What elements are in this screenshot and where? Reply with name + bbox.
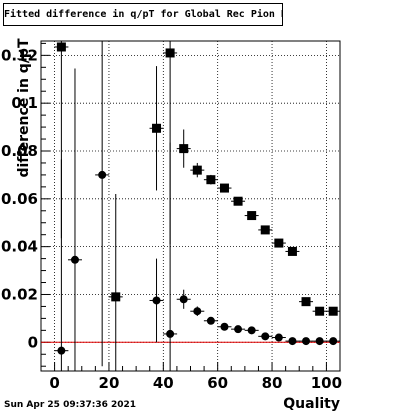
square-marker <box>274 238 284 248</box>
circle-marker <box>315 337 324 346</box>
circle-marker <box>98 170 107 179</box>
data-point <box>176 129 191 168</box>
circle-marker <box>247 326 256 335</box>
data-point <box>299 337 314 346</box>
square-marker <box>247 211 257 221</box>
x-tick-label: 20 <box>99 374 120 392</box>
x-tick-label: 0 <box>49 374 59 392</box>
data-point <box>285 337 300 346</box>
tick-labels: 0 20 40 60 80 100 0 0.02 0.04 0.06 0.08 0.1 0.12 <box>1 46 342 392</box>
square-marker <box>301 297 311 307</box>
square-marker <box>165 48 175 58</box>
y-tick-label: 0 <box>28 333 38 351</box>
grid <box>41 41 340 371</box>
y-tick-label: 0.1 <box>11 94 38 112</box>
y-tick-label: 0.12 <box>1 46 38 64</box>
circle-marker <box>274 333 283 342</box>
chart-title: Fitted difference in q/pT for Global Rec… <box>3 3 283 26</box>
data-point <box>190 162 205 178</box>
data-point <box>217 183 232 193</box>
data-point <box>285 246 300 256</box>
circle-marker <box>152 296 161 305</box>
square-marker <box>219 183 229 193</box>
y-tick-label: 0.06 <box>1 190 38 208</box>
data-point <box>108 194 123 371</box>
square-marker <box>206 175 216 185</box>
data-point <box>258 332 273 341</box>
x-tick-label: 60 <box>207 374 228 392</box>
data-point <box>271 238 286 248</box>
square-marker <box>328 306 338 316</box>
y-tick-label: 0.04 <box>1 238 38 256</box>
circle-marker <box>234 325 243 334</box>
square-marker <box>315 306 325 316</box>
square-marker <box>152 123 162 133</box>
square-marker <box>192 165 202 175</box>
timestamp-footer: Sun Apr 25 09:37:36 2021 <box>4 400 137 410</box>
circle-marker <box>57 346 66 355</box>
circle-marker <box>288 337 297 346</box>
data-marks <box>54 41 341 371</box>
circle-marker <box>220 322 229 331</box>
circle-marker <box>329 337 338 346</box>
circle-marker <box>193 307 202 316</box>
data-point <box>326 306 341 316</box>
square-marker <box>111 292 121 302</box>
data-point <box>176 289 191 309</box>
data-point <box>149 66 164 191</box>
data-point <box>231 325 246 334</box>
data-point <box>299 297 314 307</box>
circle-marker <box>179 295 188 304</box>
y-tick-label: 0.02 <box>1 285 38 303</box>
data-point <box>54 159 69 371</box>
square-marker <box>260 225 270 235</box>
data-point <box>203 174 218 185</box>
x-tick-label: 40 <box>153 374 174 392</box>
circle-marker <box>206 316 215 325</box>
axis-ticks <box>40 42 341 371</box>
circle-marker <box>261 332 270 341</box>
x-axis-label: Quality <box>283 396 340 412</box>
y-axis-label: difference in q/pT <box>16 38 32 178</box>
data-point <box>67 68 82 371</box>
square-marker <box>179 144 189 154</box>
data-point <box>244 326 259 335</box>
circle-marker <box>166 329 175 338</box>
data-point <box>258 225 273 235</box>
data-point <box>312 306 327 316</box>
data-point <box>231 196 246 206</box>
square-marker <box>287 246 297 256</box>
data-point <box>163 142 178 371</box>
data-point <box>203 316 218 325</box>
x-tick-label: 100 <box>311 374 342 392</box>
circle-marker <box>302 337 311 346</box>
data-point <box>95 41 110 367</box>
circle-marker <box>70 255 79 264</box>
data-point <box>244 211 259 221</box>
data-point <box>271 333 286 342</box>
plot-frame <box>40 40 341 372</box>
square-marker <box>56 42 66 52</box>
data-point <box>190 306 205 316</box>
data-point <box>312 337 327 346</box>
data-point <box>217 322 232 331</box>
data-point <box>326 337 341 346</box>
y-tick-label: 0.08 <box>1 142 38 160</box>
square-marker <box>233 196 243 206</box>
data-point <box>149 258 164 343</box>
x-tick-label: 80 <box>262 374 283 392</box>
